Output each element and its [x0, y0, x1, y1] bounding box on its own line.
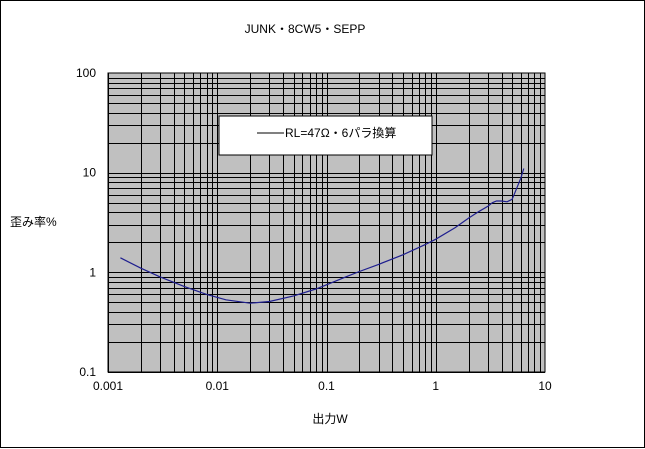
- x-tick-label: 0.1: [318, 379, 335, 393]
- y-tick-label: 0.1: [79, 365, 96, 379]
- legend: RL=47Ω・6パラ換算: [218, 115, 433, 156]
- y-tick-label: 100: [76, 66, 96, 80]
- y-tick-label: 10: [83, 166, 97, 180]
- x-axis-label: 出力W: [312, 412, 348, 426]
- legend-label: RL=47Ω・6パラ換算: [285, 125, 396, 140]
- grid-lines: [108, 73, 545, 373]
- series-line: [120, 168, 525, 304]
- y-axis-label: 歪み率%: [10, 214, 57, 229]
- plot-border: [107, 72, 546, 373]
- x-tick-label: 0.01: [206, 379, 230, 393]
- x-tick-label: 1: [432, 379, 439, 393]
- legend-box: [218, 115, 433, 156]
- chart-title: JUNK・8CW5・SEPP: [245, 22, 366, 36]
- x-tick-labels: 0.001 0.01 0.1 1 10: [93, 379, 552, 393]
- y-tick-labels: 0.1 1 10 100: [76, 66, 96, 379]
- x-tick-label: 0.001: [93, 379, 123, 393]
- y-tick-label: 1: [89, 265, 96, 279]
- x-tick-label: 10: [538, 379, 552, 393]
